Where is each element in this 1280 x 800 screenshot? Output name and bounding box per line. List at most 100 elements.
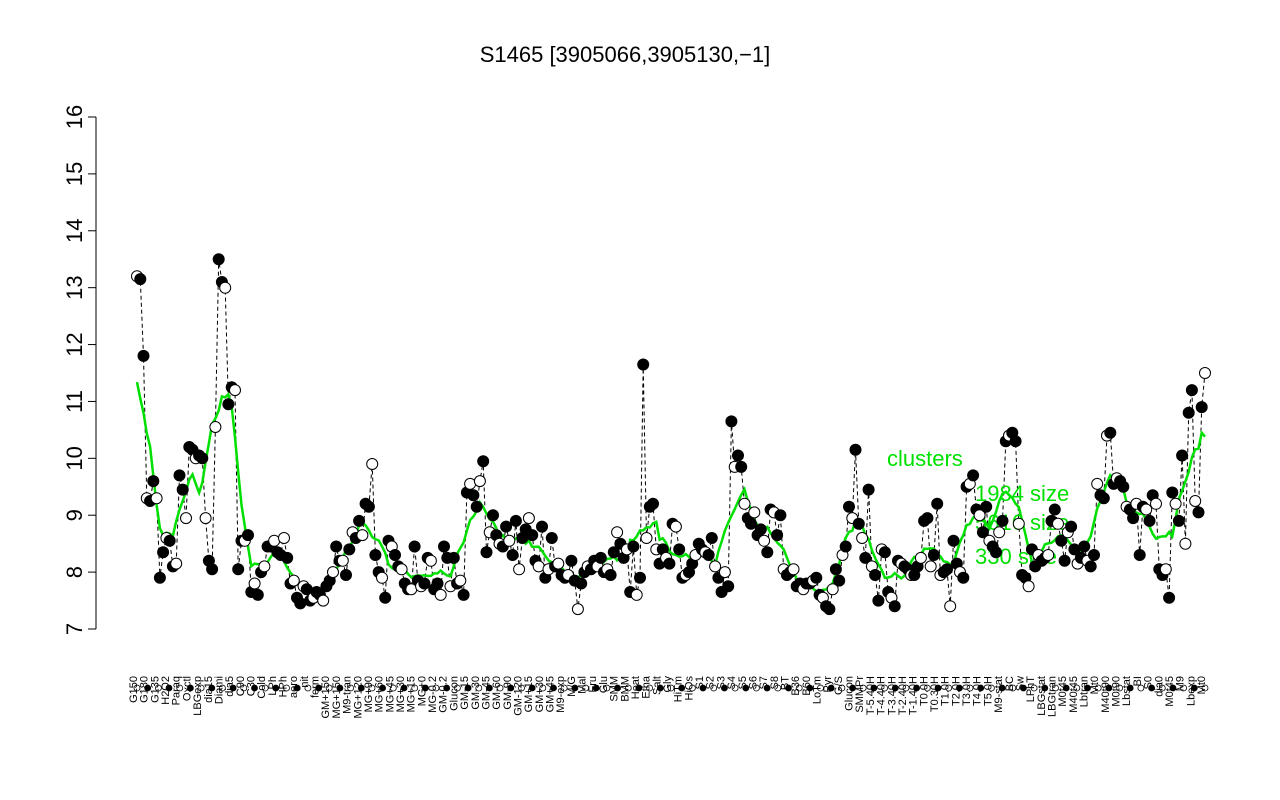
x-marker xyxy=(528,684,536,692)
data-point xyxy=(526,529,539,542)
x-marker xyxy=(838,684,846,692)
x-marker xyxy=(1073,684,1081,692)
x-tick-label: T-2.40H xyxy=(897,676,909,715)
data-point xyxy=(869,569,882,581)
data-point xyxy=(424,554,437,567)
y-tick-label: 9 xyxy=(62,509,87,521)
data-point xyxy=(336,554,349,567)
data-point xyxy=(1104,426,1117,439)
x-tick-label: GM+150 xyxy=(320,676,332,719)
data-point xyxy=(787,563,800,576)
x-tick-label: GM-15 xyxy=(459,676,471,710)
x-marker xyxy=(1190,684,1198,692)
x-marker xyxy=(347,684,355,692)
data-point xyxy=(1088,549,1100,561)
x-tick-label: Fru xyxy=(587,676,599,693)
data-point xyxy=(705,532,718,544)
data-point xyxy=(859,551,872,564)
data-point xyxy=(1172,514,1185,527)
data-point xyxy=(924,560,937,573)
data-point xyxy=(330,540,343,553)
x-marker xyxy=(870,684,878,692)
x-tick-label: C90 xyxy=(235,676,247,696)
x-tick-label: nit xyxy=(299,676,311,688)
x-tick-label: MG+0 xyxy=(416,676,428,706)
data-point xyxy=(137,349,150,362)
x-tick-label: G180 xyxy=(139,676,151,703)
x-tick-label: GM-90 xyxy=(502,676,514,710)
data-point xyxy=(487,509,499,522)
x-marker xyxy=(464,684,472,692)
data-point xyxy=(640,532,653,544)
x-marker xyxy=(742,684,750,692)
data-point xyxy=(366,458,379,470)
data-point xyxy=(536,520,548,533)
x-tick-label: Lbstat xyxy=(1121,676,1133,706)
x-marker xyxy=(678,684,686,692)
x-tick-label: B60 xyxy=(801,676,813,696)
x-marker xyxy=(646,684,653,692)
data-point xyxy=(389,549,401,561)
x-marker xyxy=(827,684,835,692)
data-point xyxy=(1022,580,1035,593)
data-point xyxy=(513,563,526,576)
data-point xyxy=(1182,406,1195,419)
x-tick-label: S4 xyxy=(726,676,738,689)
data-point xyxy=(771,529,784,542)
data-point xyxy=(957,571,970,584)
data-point xyxy=(637,358,650,371)
x-tick-label: G150 xyxy=(128,676,140,703)
x-tick-label: MG+90 xyxy=(363,676,375,712)
data-point xyxy=(473,475,486,488)
x-marker xyxy=(774,684,782,692)
x-marker xyxy=(133,684,141,692)
x-marker xyxy=(240,684,248,692)
x-tick-label: M0t45 xyxy=(1057,676,1069,707)
data-point xyxy=(833,574,846,587)
y-tick-label: 7 xyxy=(62,623,87,635)
x-tick-label: S0 xyxy=(1143,676,1155,689)
x-tick-label: MG+120 xyxy=(352,676,364,719)
data-point xyxy=(748,506,761,519)
data-point xyxy=(1048,503,1061,516)
data-point xyxy=(206,563,219,576)
data-point xyxy=(565,554,578,567)
x-tick-label: GM-0.2 xyxy=(438,676,450,713)
data-point xyxy=(1150,497,1162,510)
x-marker xyxy=(218,684,226,692)
x-marker xyxy=(443,684,451,692)
data-point xyxy=(447,551,460,564)
data-point xyxy=(219,281,232,294)
data-points xyxy=(131,253,1211,616)
data-point xyxy=(376,571,388,584)
y-tick-label: 15 xyxy=(62,162,87,186)
y-tick-label: 12 xyxy=(62,332,87,356)
x-marker xyxy=(325,684,333,692)
data-point xyxy=(575,577,588,590)
data-point xyxy=(725,415,738,428)
x-tick-label: GM+30 xyxy=(534,676,546,712)
data-point xyxy=(722,580,735,593)
x-marker xyxy=(806,684,814,692)
x-marker xyxy=(1084,684,1091,692)
x-tick-label: Glucon xyxy=(448,676,460,711)
data-point xyxy=(134,273,147,286)
data-point xyxy=(888,600,901,613)
x-marker xyxy=(785,684,792,692)
data-point xyxy=(317,594,330,607)
x-marker xyxy=(656,684,664,692)
data-point xyxy=(438,540,450,553)
data-point xyxy=(454,574,467,587)
data-point xyxy=(1117,480,1130,493)
data-point xyxy=(754,523,767,536)
x-tick-label: LBGexp xyxy=(192,676,204,716)
legend-entry: 1984 size xyxy=(975,481,1069,506)
x-tick-label: dia0 xyxy=(1153,676,1165,697)
data-point xyxy=(852,517,865,530)
x-marker xyxy=(208,684,216,692)
data-point xyxy=(229,384,241,397)
x-tick-label: MG+30 xyxy=(395,676,407,712)
data-point xyxy=(604,569,617,581)
data-point xyxy=(878,546,891,559)
data-point xyxy=(839,540,852,553)
